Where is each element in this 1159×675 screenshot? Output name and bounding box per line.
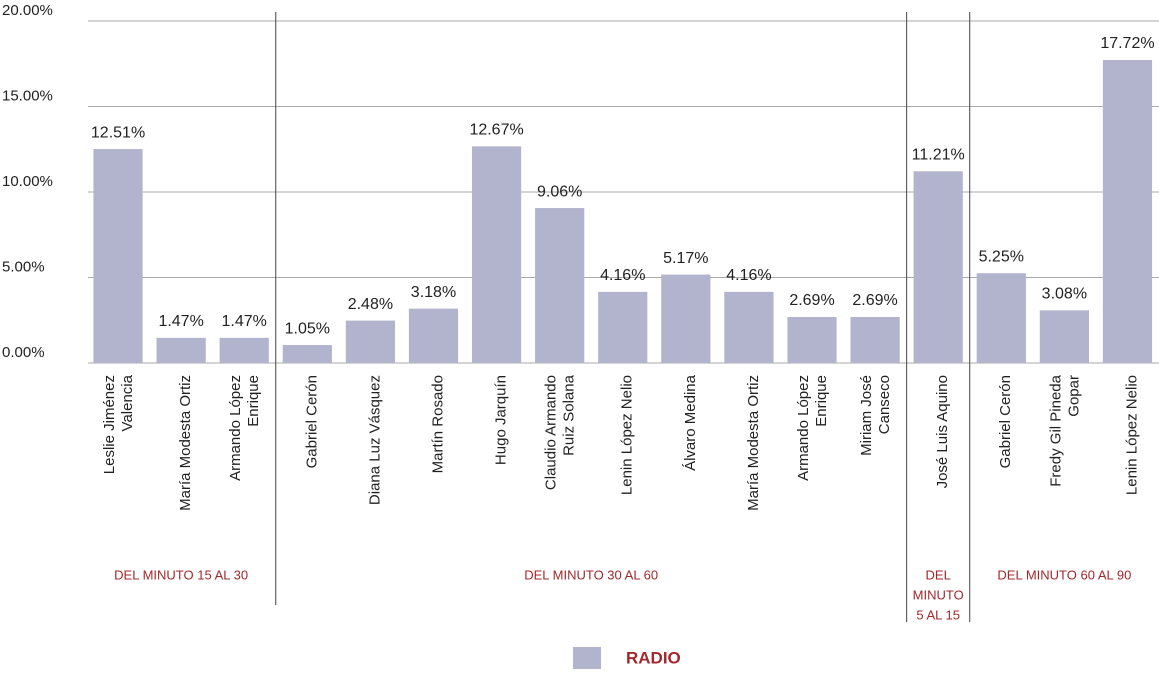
group-label: DEL [926, 567, 951, 582]
x-tick-label: Enrique [813, 375, 830, 427]
bar [219, 337, 269, 363]
value-label: 2.69% [789, 292, 834, 309]
group-label: DEL MINUTO 60 AL 90 [997, 567, 1131, 582]
value-label: 12.51% [91, 124, 145, 141]
value-label: 5.25% [979, 248, 1024, 265]
value-label: 2.69% [852, 292, 897, 309]
bar [535, 208, 585, 363]
bar [1102, 59, 1153, 363]
x-tick-label: María Modesta Ortiz [745, 375, 762, 511]
value-label: 1.47% [158, 313, 203, 330]
bar [661, 274, 711, 363]
x-tick-label: Lenin López Nelio [1123, 375, 1140, 495]
x-tick-label: Ruiz Solana [561, 374, 578, 456]
legend-label: RADIO [626, 648, 681, 667]
legend-swatch [573, 647, 601, 669]
bar [913, 171, 963, 363]
y-tick-label: 10.00% [2, 173, 53, 190]
x-tick-label: Martín Rosado [429, 375, 446, 473]
value-label: 3.08% [1042, 286, 1087, 303]
group-label: DEL MINUTO 30 AL 60 [524, 567, 658, 582]
value-label: 4.16% [600, 267, 645, 284]
bar [850, 317, 900, 363]
bar [282, 345, 332, 363]
y-tick-label: 15.00% [2, 87, 53, 104]
x-tick-label: Fredy Gil Pineda [1047, 374, 1064, 486]
y-tick-label: 20.00% [2, 2, 53, 19]
x-tick-label: Valencia [119, 374, 136, 431]
bar [787, 317, 837, 363]
x-tick-label: Leslie Jiménez [101, 375, 118, 474]
value-label: 12.67% [469, 122, 523, 139]
x-tick-label: Gopar [1065, 375, 1082, 417]
x-tick-label: Gabriel Cerón [997, 375, 1014, 468]
x-tick-label: Gabriel Cerón [303, 375, 320, 468]
x-tick-label: María Modesta Ortiz [177, 375, 194, 511]
bar [976, 273, 1026, 363]
bar [345, 320, 396, 363]
value-label: 5.17% [663, 250, 708, 267]
x-tick-label: Hugo Jarquín [493, 375, 510, 465]
x-tick-label: Álvaro Medina [682, 374, 699, 471]
x-tick-label: Enrique [245, 375, 262, 427]
value-label: 9.06% [537, 183, 582, 200]
bar [1039, 310, 1089, 363]
x-tick-label: Diana Luz Vásquez [366, 375, 383, 505]
bar [471, 146, 522, 363]
x-tick-label: Claudio Armando [543, 375, 560, 490]
value-label: 3.18% [411, 284, 456, 301]
value-label: 4.16% [726, 267, 771, 284]
y-tick-label: 5.00% [2, 258, 45, 275]
bar [724, 291, 774, 363]
value-label: 1.47% [222, 313, 267, 330]
value-label: 1.05% [285, 320, 330, 337]
x-tick-label: Miriam José [858, 375, 875, 456]
x-tick-label: José Luis Aquino [934, 375, 951, 488]
x-tick-label: Armando López [795, 375, 812, 481]
value-label: 11.21% [912, 147, 965, 164]
group-label: MINUTO [913, 587, 964, 602]
bar [408, 308, 459, 363]
group-label: DEL MINUTO 15 AL 30 [114, 567, 248, 582]
value-label: 2.48% [348, 296, 393, 313]
value-label: 17.72% [1100, 35, 1154, 52]
x-tick-label: Canseco [876, 375, 893, 434]
bar [93, 149, 143, 363]
bar [156, 337, 206, 363]
x-tick-label: Lenin López Nelio [619, 375, 636, 495]
y-tick-label: 0.00% [2, 344, 45, 361]
group-label: 5 AL 15 [916, 607, 960, 622]
x-tick-label: Armando López [227, 375, 244, 481]
bar [598, 291, 648, 363]
